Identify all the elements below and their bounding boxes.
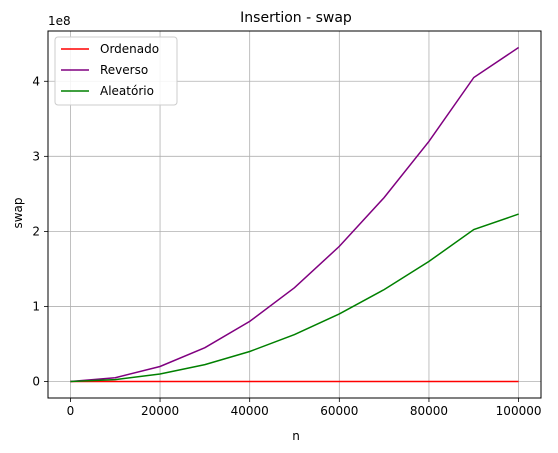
x-axis-label: n (292, 429, 300, 443)
x-tick-label: 20000 (141, 404, 179, 418)
legend-box (54, 36, 178, 106)
x-tick-label: 60000 (320, 404, 358, 418)
y-tick-label: 3 (32, 149, 40, 163)
legend-label: Aleatório (100, 84, 154, 98)
x-tick-label: 80000 (410, 404, 448, 418)
series-line (70, 46, 520, 383)
series-lines (70, 46, 520, 383)
plot-frame (47, 30, 542, 399)
series-line (70, 213, 519, 383)
x-tick-label: 40000 (231, 404, 269, 418)
x-axis: 0 20000 40000 60000 80000 100000 (67, 398, 542, 418)
legend: Ordenado Reverso Aleatório (54, 36, 178, 106)
y-axis-label: swap (11, 197, 25, 228)
legend-label: Ordenado (100, 42, 159, 56)
y-tick-label: 1 (32, 299, 40, 313)
y-offset-label: 1e8 (48, 14, 71, 28)
x-tick-label: 100000 (496, 404, 542, 418)
chart-title: Insertion - swap (240, 10, 352, 26)
y-tick-label: 4 (32, 74, 40, 88)
y-tick-label: 0 (32, 374, 40, 388)
y-tick-label: 2 (32, 224, 40, 238)
x-tick-label: 0 (67, 404, 75, 418)
legend-label: Reverso (100, 63, 148, 77)
y-axis: 0 1 2 3 4 (32, 74, 48, 388)
